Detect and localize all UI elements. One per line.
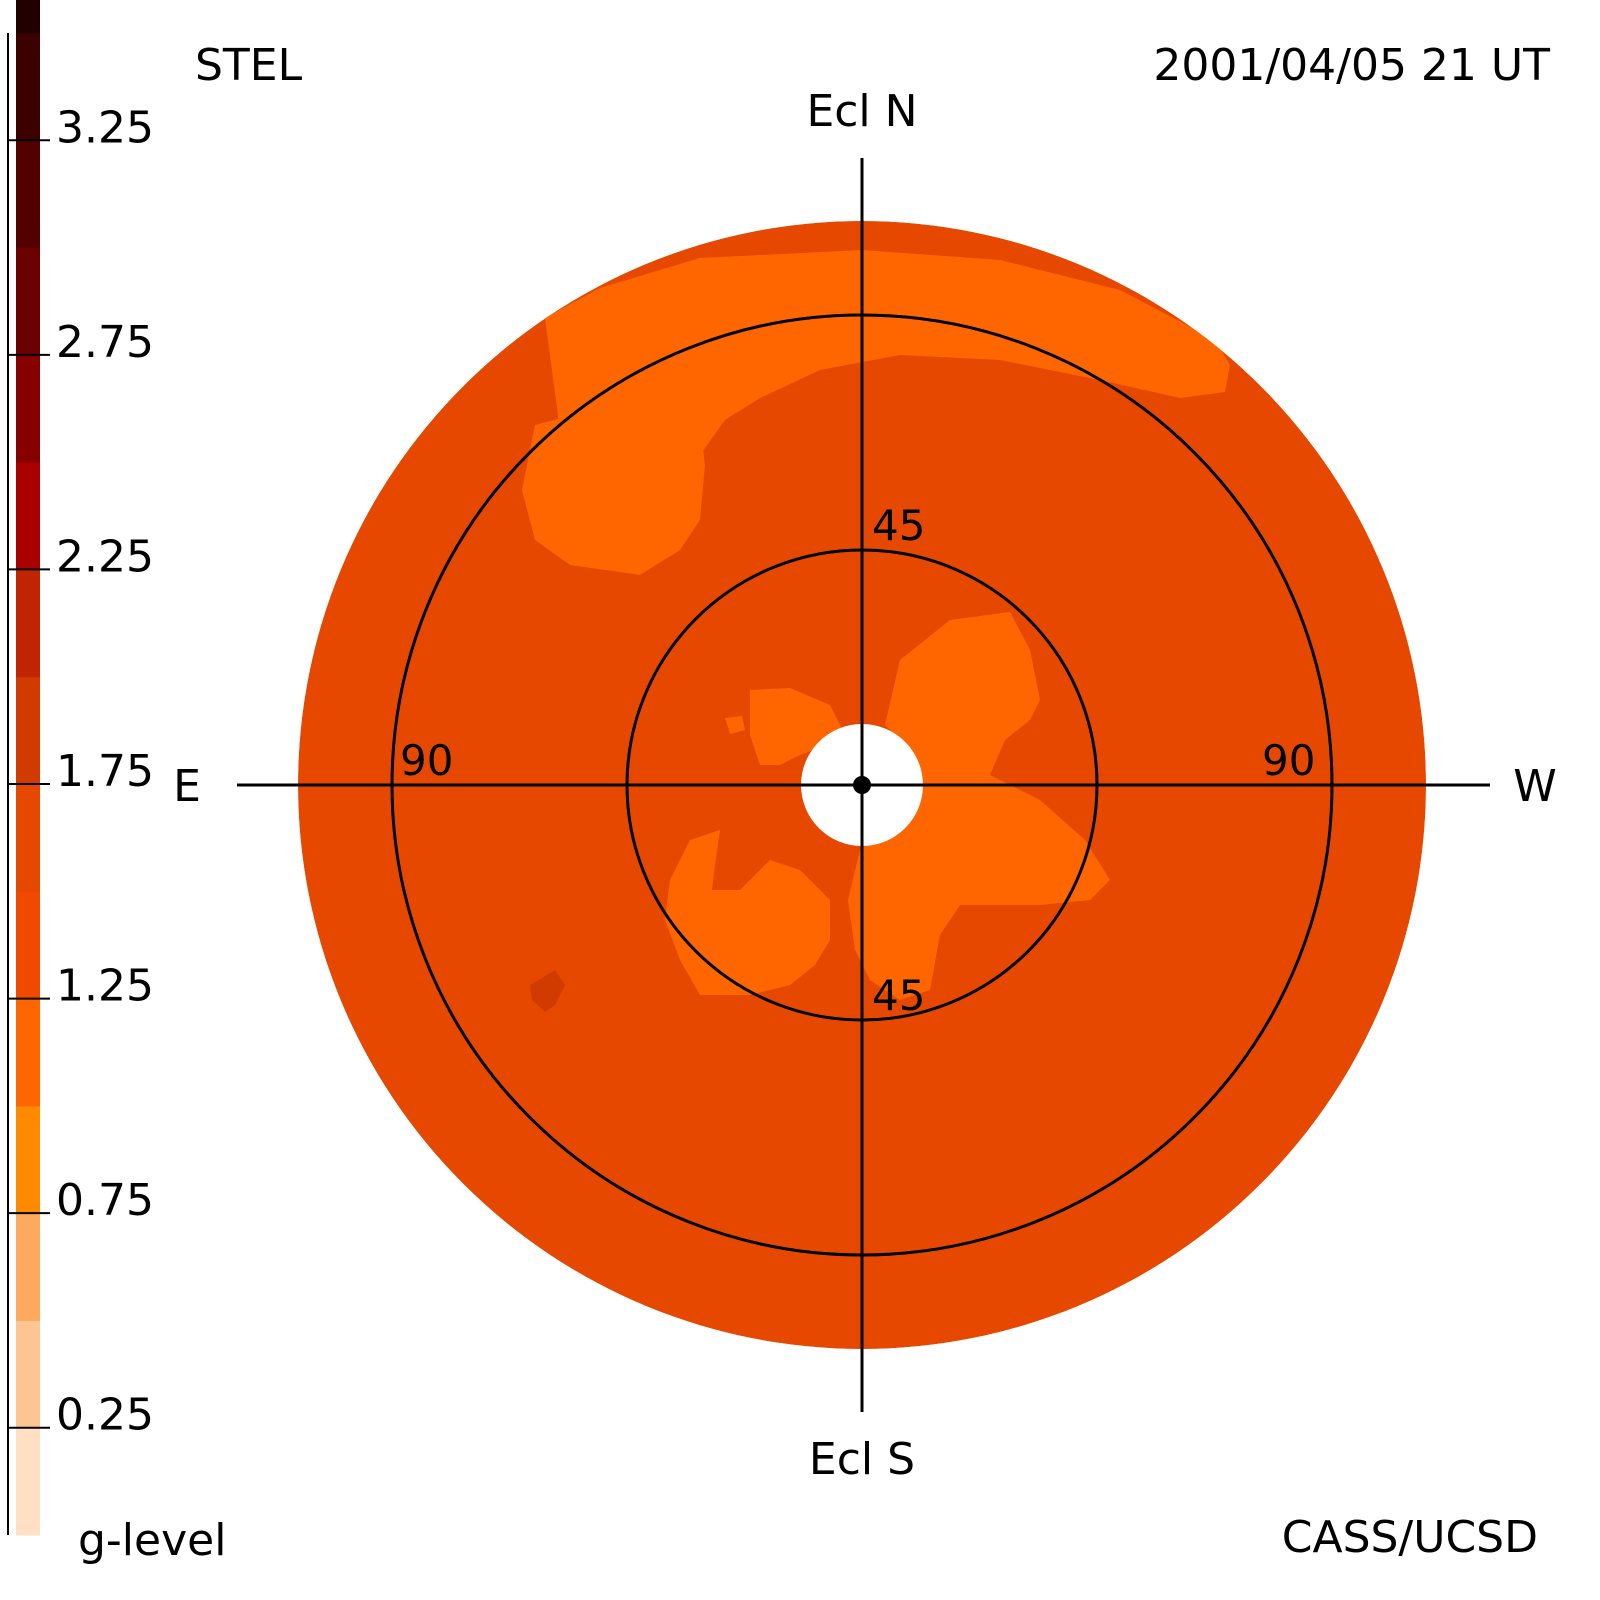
colorbar-segment <box>16 676 40 785</box>
colorbar-tick-label: 2.25 <box>56 531 154 582</box>
colorbar-segment <box>16 0 40 34</box>
colorbar-tick-label: 0.75 <box>56 1175 154 1226</box>
direction-label-north: Ecl N <box>806 86 917 137</box>
colorbar-segment <box>16 247 40 356</box>
header-right-timestamp: 2001/04/05 21 UT <box>1153 40 1550 91</box>
direction-label-east: E <box>173 761 201 812</box>
ring-label-outer-left: 90 <box>400 736 453 785</box>
north-rim-patch <box>545 250 1230 495</box>
ring-label-inner-top: 45 <box>872 501 925 550</box>
colorbar-tick-label: 3.25 <box>56 102 154 153</box>
direction-label-south: Ecl S <box>809 1434 915 1485</box>
colorbar-segment <box>16 569 40 678</box>
direction-label-west: W <box>1513 761 1557 812</box>
southeast-spot <box>530 970 565 1012</box>
colorbar-segment <box>16 784 40 892</box>
ring-label-outer-right: 90 <box>1262 736 1315 785</box>
sun-center-dot <box>853 776 871 794</box>
colorbar-ticks: 0.25 0.75 1.25 1.75 2.25 2.75 3.25 <box>8 102 154 1441</box>
colorbar-segment <box>16 462 40 570</box>
colorbar-segment <box>16 998 40 1107</box>
inner-west-patch <box>848 612 1110 1000</box>
colorbar-tick-label: 0.25 <box>56 1390 154 1441</box>
inner-southeast-patch <box>665 830 830 995</box>
colorbar <box>16 0 40 1536</box>
colorbar-tick-label: 1.75 <box>56 746 154 797</box>
colorbar-segment <box>16 891 40 1000</box>
colorbar-segment <box>16 140 40 249</box>
colorbar-segment <box>16 1213 40 1321</box>
colorbar-label: g-level <box>78 1515 226 1566</box>
northeast-patch <box>522 405 705 575</box>
header-left-label: STEL <box>195 40 303 91</box>
colorbar-segment <box>16 1320 40 1429</box>
colorbar-segment <box>16 1427 40 1536</box>
colorbar-tick-label: 1.25 <box>56 961 154 1012</box>
colorbar-segment <box>16 354 40 463</box>
colorbar-segment <box>16 1105 40 1214</box>
inner-northeast-dot <box>725 716 745 734</box>
ring-label-inner-bottom: 45 <box>872 971 925 1020</box>
colorbar-tick-label: 2.75 <box>56 317 154 368</box>
footer-right-label: CASS/UCSD <box>1282 1512 1538 1563</box>
colorbar-segment <box>16 33 40 141</box>
